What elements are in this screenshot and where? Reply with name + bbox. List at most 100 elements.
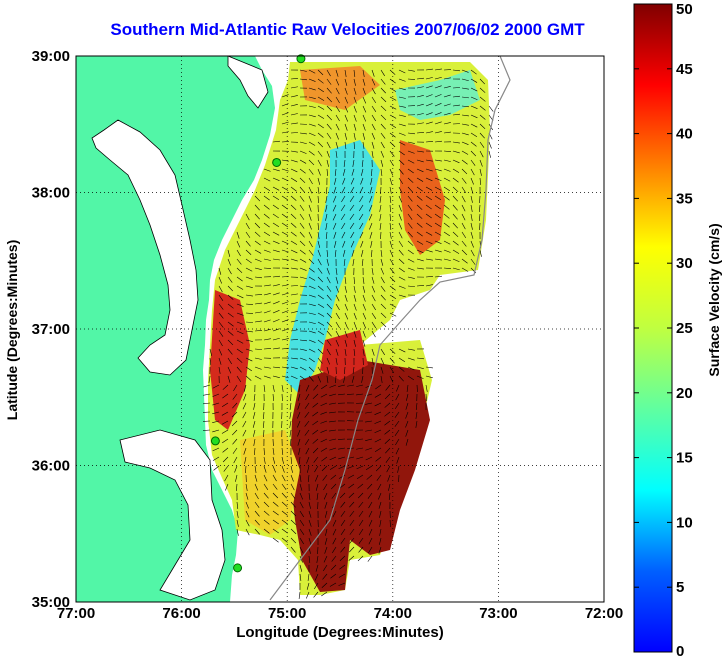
velocity-arrow	[452, 113, 460, 116]
velocity-arrow	[254, 258, 262, 262]
velocity-arrow	[331, 492, 337, 499]
velocity-arrow	[461, 267, 469, 272]
velocity-arrow	[254, 510, 260, 517]
velocity-arrow	[368, 501, 373, 509]
velocity-arrow	[348, 492, 355, 498]
velocity-arrow	[222, 438, 229, 444]
velocity-arrow	[479, 249, 482, 257]
velocity-arrow	[321, 456, 328, 462]
velocity-arrow	[479, 150, 484, 158]
velocity-arrow	[353, 114, 357, 122]
velocity-arrow	[290, 213, 297, 220]
velocity-arrow	[479, 114, 486, 120]
velocity-arrow	[343, 375, 346, 383]
velocity-arrow	[349, 510, 355, 517]
velocity-arrow	[335, 123, 340, 131]
velocity-arrow	[290, 86, 298, 89]
velocity-arrow	[306, 456, 310, 464]
velocity-arrow	[212, 420, 220, 424]
velocity-arrow	[312, 429, 319, 435]
velocity-arrow	[312, 411, 319, 417]
velocity-arrow	[344, 348, 347, 356]
velocity-arrow	[223, 465, 229, 472]
velocity-arrow	[326, 69, 331, 77]
velocity-arrow	[398, 276, 406, 281]
velocity-arrow	[416, 150, 424, 153]
velocity-arrow	[362, 303, 367, 311]
velocity-arrow	[395, 438, 400, 446]
velocity-arrow	[308, 186, 313, 194]
velocity-arrow	[290, 302, 298, 305]
velocity-arrow	[389, 123, 397, 129]
velocity-arrow	[263, 249, 271, 253]
velocity-arrow	[299, 240, 306, 247]
velocity-arrow	[272, 195, 280, 200]
velocity-arrow	[407, 357, 415, 361]
velocity-arrow	[254, 276, 262, 279]
velocity-arrow	[329, 429, 337, 432]
velocity-arrow	[245, 501, 249, 509]
velocity-arrow	[369, 186, 373, 194]
velocity-arrow	[340, 537, 346, 544]
velocity-arrow	[416, 213, 423, 219]
velocity-arrow	[352, 366, 355, 374]
velocity-arrow	[394, 411, 400, 418]
velocity-arrow	[335, 78, 340, 86]
velocity-arrow	[452, 186, 459, 193]
velocity-arrow	[316, 555, 319, 563]
velocity-arrow	[356, 438, 364, 440]
velocity-arrow	[416, 240, 424, 245]
velocity-arrow	[488, 150, 491, 158]
colorbar-label: Surface Velocity (cm/s)	[706, 223, 722, 377]
velocity-arrow	[281, 338, 289, 341]
velocity-arrow	[252, 420, 256, 428]
velocity-arrow	[326, 168, 329, 176]
velocity-arrow	[387, 474, 391, 482]
velocity-arrow	[452, 204, 458, 211]
velocity-arrow	[272, 393, 275, 401]
velocity-arrow	[349, 519, 355, 526]
velocity-arrow	[299, 195, 305, 202]
velocity-arrow	[290, 339, 298, 341]
velocity-arrow	[232, 393, 238, 400]
velocity-arrow	[290, 293, 298, 296]
velocity-arrow	[221, 411, 229, 416]
velocity-arrow	[308, 141, 316, 146]
velocity-arrow	[290, 168, 298, 173]
velocity-arrow	[380, 267, 385, 275]
velocity-arrow	[297, 402, 301, 410]
velocity-arrow	[452, 168, 460, 173]
velocity-arrow	[362, 321, 367, 329]
velocity-arrow	[434, 159, 442, 162]
velocity-arrow	[320, 393, 328, 398]
velocity-arrow	[356, 456, 364, 460]
velocity-arrow	[335, 276, 339, 284]
velocity-arrow	[349, 546, 355, 553]
velocity-arrow	[350, 231, 355, 239]
velocity-arrow	[231, 420, 238, 427]
velocity-arrow	[308, 492, 311, 500]
velocity-arrow	[317, 186, 320, 194]
velocity-arrow	[452, 159, 460, 164]
velocity-arrow	[395, 393, 400, 401]
velocity-arrow	[371, 78, 376, 86]
velocity-arrow	[330, 474, 337, 480]
velocity-arrow	[374, 447, 382, 452]
velocity-arrow	[378, 501, 382, 509]
stations	[210, 54, 306, 573]
velocity-arrow	[290, 320, 298, 323]
velocity-arrow	[308, 123, 316, 127]
velocity-arrow	[479, 159, 483, 167]
velocity-arrow	[416, 357, 424, 360]
velocity-arrow	[398, 114, 406, 117]
velocity-arrow	[452, 240, 459, 246]
velocity-arrow	[380, 375, 383, 383]
velocity-arrow	[281, 301, 289, 305]
velocity-arrow	[334, 249, 337, 257]
velocity-arrow	[236, 519, 239, 527]
velocity-arrow	[443, 213, 450, 219]
velocity-arrow	[289, 402, 292, 410]
velocity-arrow	[398, 348, 406, 353]
velocity-arrow	[263, 177, 271, 182]
velocity-arrow	[380, 132, 386, 139]
